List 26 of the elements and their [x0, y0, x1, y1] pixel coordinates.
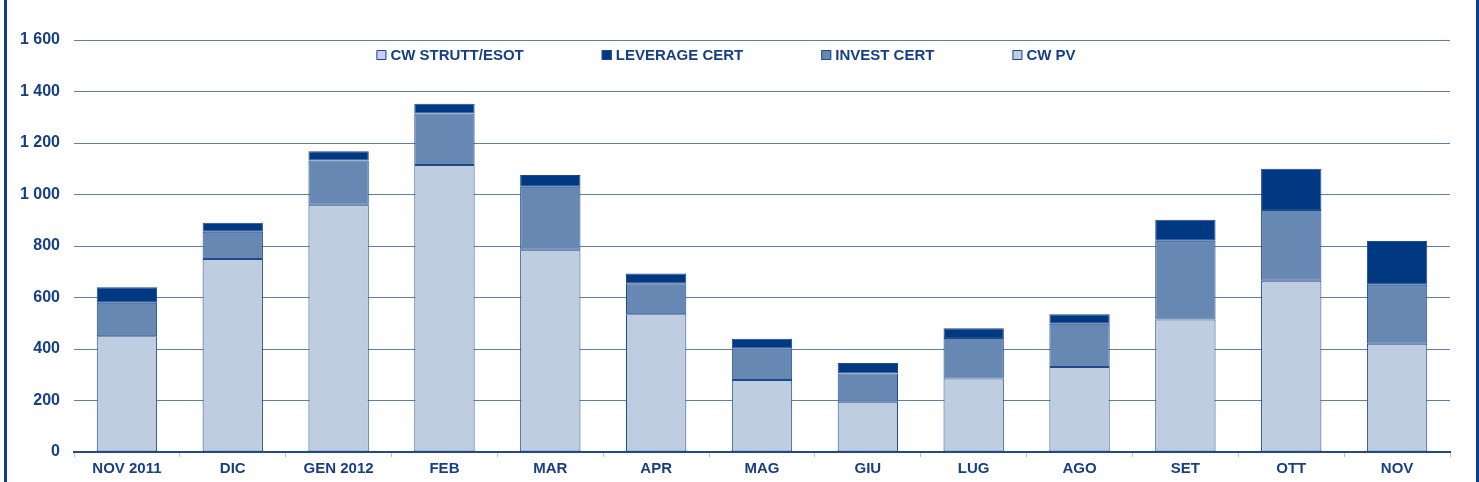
x-tick-label: GEN 2012 — [303, 459, 374, 477]
legend-label: LEVERAGE CERT — [615, 46, 744, 64]
y-tick-label: 600 — [33, 287, 61, 305]
y-tick-label: 0 — [51, 442, 61, 460]
legend-label: CW STRUTT/ESOT — [390, 46, 524, 64]
x-tick-label: GIU — [854, 459, 882, 477]
y-tick-label: 800 — [33, 236, 61, 254]
x-tick-label: AGO — [1062, 459, 1097, 477]
y-tick-label: 200 — [33, 390, 61, 408]
y-tick-label: 1 200 — [19, 133, 61, 151]
x-tick-label: LUG — [957, 459, 990, 477]
y-tick-label: 1 400 — [19, 81, 61, 99]
x-tick-label: MAG — [744, 459, 780, 477]
legend-label: CW PV — [1026, 46, 1076, 64]
x-tick-label: APR — [640, 459, 673, 477]
y-tick-label: 1 000 — [19, 184, 61, 202]
y-tick-label: 400 — [33, 339, 61, 357]
legend-label: INVEST CERT — [835, 46, 935, 64]
x-tick-label: OTT — [1276, 459, 1307, 477]
x-tick-label: NOV 2011 — [92, 459, 162, 477]
x-tick-label: NOV — [1380, 459, 1414, 477]
x-tick-label: SET — [1170, 459, 1200, 477]
x-tick-label: DIC — [219, 459, 246, 477]
x-tick-label: MAR — [533, 459, 568, 477]
x-tick-label: FEB — [429, 459, 460, 477]
y-tick-label: 1 600 — [19, 30, 61, 48]
